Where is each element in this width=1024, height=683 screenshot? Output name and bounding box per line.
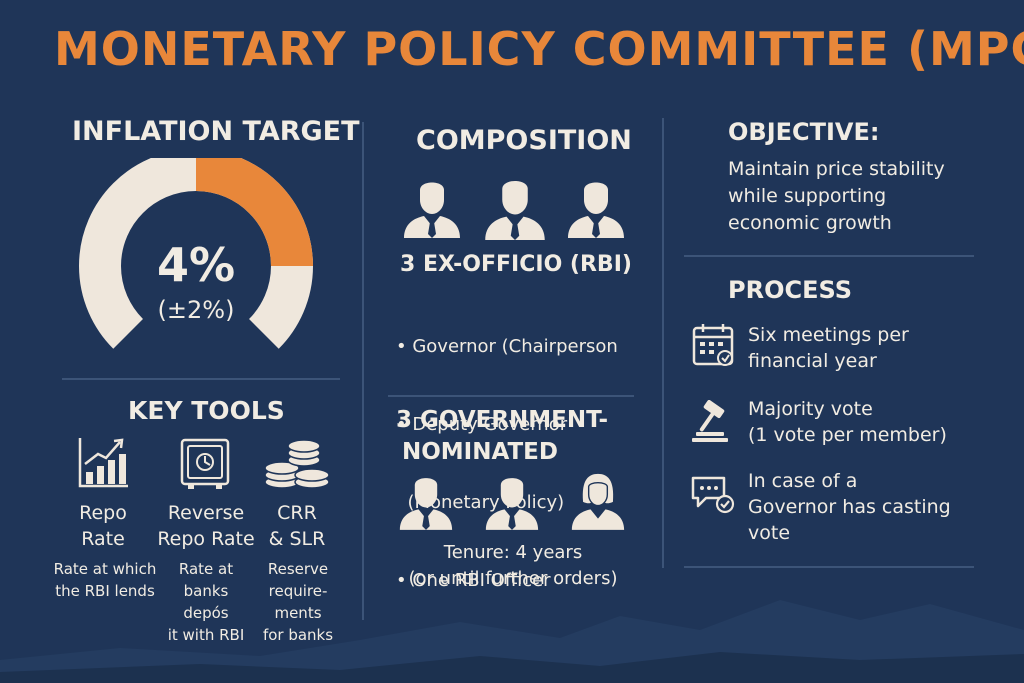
coins-icon — [264, 439, 330, 489]
gauge-highlight — [195, 158, 313, 267]
mountains-background — [0, 600, 1024, 683]
member-icon — [568, 182, 624, 238]
member-female-icon — [571, 473, 625, 530]
row-divider-right-bottom — [684, 566, 974, 568]
chat-check-icon — [691, 476, 735, 514]
list-item: • One RBI Officer — [396, 570, 551, 591]
page-title: MONETARY POLICY COMMITTEE (MPC) — [54, 22, 1024, 76]
process-casting-vote-text: In case of a Governor has casting vote — [748, 470, 951, 544]
objective-text: Maintain price stability while supportin… — [728, 158, 945, 234]
bar-chart-icon — [78, 438, 128, 488]
tool-reverse-repo-description: Rate at banks depós it with RBI — [167, 560, 245, 644]
member-icon — [404, 182, 460, 238]
tool-repo-title: Repo Rate — [79, 502, 127, 550]
objective-heading: OBJECTIVE: — [728, 118, 880, 146]
ex-officio-heading: 3 EX-OFFICIO (RBI) — [400, 252, 632, 277]
tool-crr-slr-description: Reserve require- ments for banks — [262, 560, 334, 644]
process-heading: PROCESS — [728, 276, 852, 304]
composition-heading: COMPOSITION — [416, 125, 632, 156]
member-icon — [485, 181, 545, 240]
key-tools-heading: KEY TOOLS — [128, 396, 285, 425]
tool-crr-slr-title: CRR & SLR — [268, 502, 326, 550]
list-item: • Governor (Chairperson — [396, 336, 618, 357]
tenure-text: Tenure: 4 years (or until further orders… — [408, 542, 618, 589]
inflation-target-heading: INFLATION TARGET — [72, 116, 360, 147]
row-divider-right-top — [684, 255, 974, 257]
inflation-gauge — [79, 158, 313, 349]
tool-reverse-repo-title: Reverse Repo Rate — [157, 502, 255, 550]
row-divider-left — [62, 378, 340, 380]
calendar-icon — [692, 324, 734, 366]
government-nominated-heading: 3 GOVERNMENT- NOMINATED — [396, 407, 608, 465]
process-meetings-text: Six meetings per financial year — [748, 324, 909, 372]
gavel-icon — [692, 400, 728, 442]
member-icon — [485, 478, 539, 530]
ex-officio-list: • Governor (Chairperson • Deputy Governo… — [396, 282, 618, 646]
inflation-band: (±2%) — [157, 296, 235, 324]
process-vote-text: Majority vote (1 vote per member) — [748, 398, 947, 446]
column-divider-right — [662, 118, 664, 568]
inflation-value: 4% — [156, 238, 236, 292]
tool-repo-description: Rate at which the RBI lends — [53, 560, 157, 600]
list-item: • Deputy Governor — [396, 414, 568, 435]
member-icon — [399, 478, 453, 530]
safe-icon — [180, 438, 230, 489]
row-divider-middle — [388, 395, 634, 397]
column-divider-left — [362, 122, 364, 620]
